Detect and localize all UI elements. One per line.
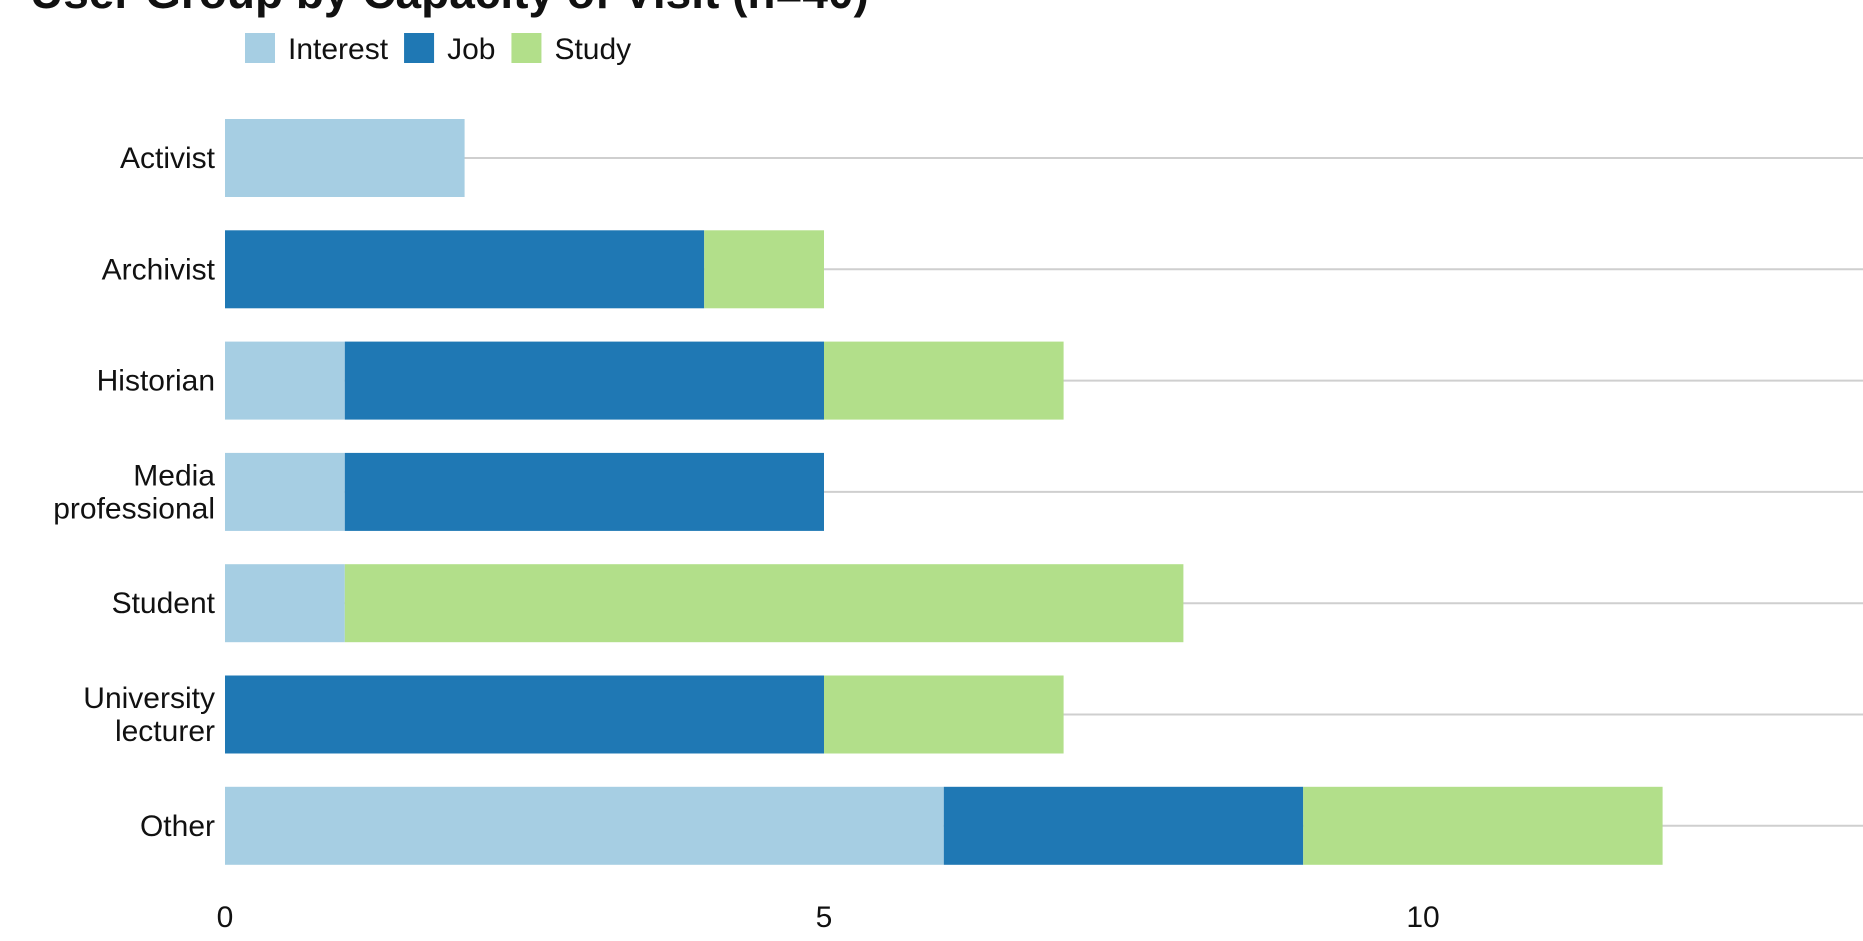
legend-swatch-study	[511, 33, 542, 63]
legend-label-study: Study	[554, 33, 631, 66]
x-axis-ticks: 0 5 10	[217, 901, 1440, 934]
bar-segment-job	[344, 452, 824, 531]
bar-segment-interest	[225, 564, 345, 643]
legend-label-job: Job	[447, 33, 495, 66]
bars	[225, 119, 1663, 865]
category-label: Other	[140, 810, 215, 843]
x-tick-label: 5	[816, 901, 833, 934]
legend-swatch-interest	[245, 33, 275, 63]
bar-segment-job	[943, 786, 1304, 865]
legend-label-interest: Interest	[288, 33, 389, 66]
bar-segment-interest	[225, 786, 944, 865]
bar-segment-interest	[225, 341, 345, 420]
bar-segment-interest	[225, 452, 345, 531]
bar-segment-job	[225, 230, 705, 309]
category-label: Archivist	[102, 253, 216, 286]
bar-segment-study	[704, 230, 824, 309]
bar-segment-study	[1303, 786, 1663, 865]
x-tick-label: 10	[1406, 901, 1439, 934]
bar-segment-study	[824, 341, 1064, 420]
bar-segment-job	[344, 341, 824, 420]
category-label: Activist	[120, 142, 216, 175]
bar-segment-job	[225, 675, 824, 754]
category-label: Student	[112, 587, 216, 620]
chart-title: User Group by Capacity of Visit (n=40)	[30, 0, 869, 18]
bar-segment-study	[344, 564, 1184, 643]
category-labels: Activist Archivist Historian Media professio…	[53, 142, 215, 843]
category-label: University lecturer	[83, 682, 215, 748]
category-label: Media professional	[53, 459, 215, 525]
x-tick-label: 0	[217, 901, 234, 934]
legend: Interest Job Study	[245, 33, 631, 66]
bar-segment-interest	[225, 119, 465, 197]
bar-segment-study	[824, 675, 1064, 754]
legend-swatch-job	[404, 33, 435, 63]
category-label: Historian	[97, 365, 215, 398]
